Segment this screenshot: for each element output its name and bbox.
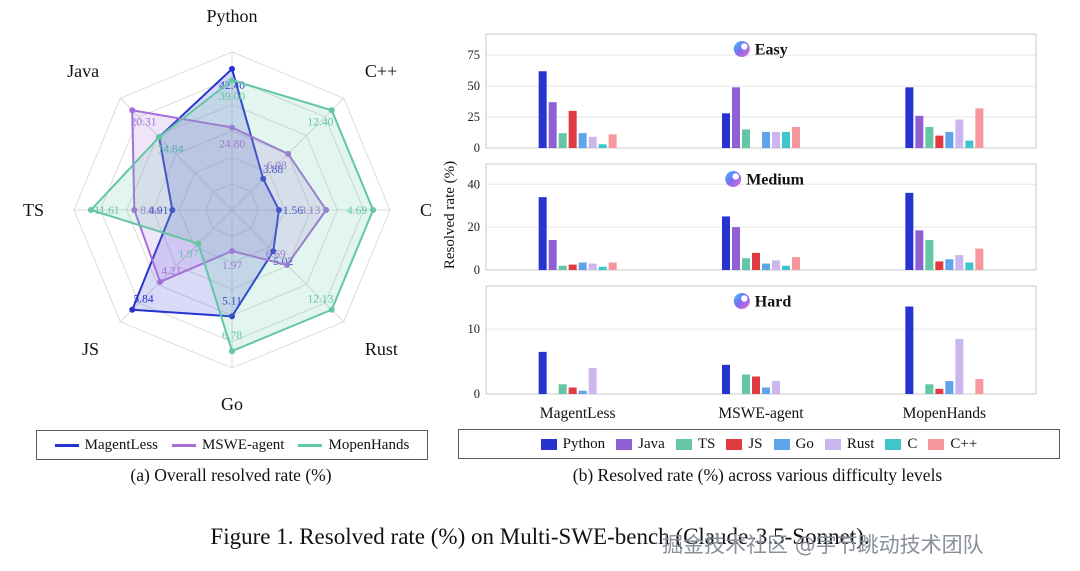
svg-text:MagentLess: MagentLess <box>540 405 616 422</box>
svg-text:0: 0 <box>474 263 480 276</box>
figure-caption: Figure 1. Resolved rate (%) on Multi-SWE… <box>210 524 870 549</box>
svg-text:10: 10 <box>468 322 481 336</box>
legend-color-swatch <box>773 438 790 450</box>
legend-item-c: C <box>885 436 917 453</box>
legend-item-js: JS <box>726 435 763 453</box>
legend-item-magentless: MagentLess <box>54 436 158 454</box>
svg-text:C: C <box>420 200 432 220</box>
svg-text:14.84: 14.84 <box>157 143 183 155</box>
svg-text:4.91: 4.91 <box>148 205 168 217</box>
legend-line-swatch <box>298 443 323 447</box>
radar-legend: MagentLess MSWE-agent MopenHands <box>36 430 428 460</box>
bar-panel-easy: 0 25 50 75 Easy <box>468 33 1037 154</box>
legend-color-swatch <box>885 438 902 450</box>
legend-label: Java <box>638 435 665 452</box>
svg-text:11.61: 11.61 <box>94 205 120 217</box>
svg-text:Go: Go <box>221 394 243 414</box>
svg-text:JS: JS <box>82 339 99 359</box>
legend-item-ts: TS <box>675 435 716 453</box>
svg-text:39.00: 39.00 <box>219 91 245 103</box>
svg-text:MopenHands: MopenHands <box>903 405 987 422</box>
svg-text:75: 75 <box>468 48 481 62</box>
legend-color-swatch <box>675 438 692 450</box>
svg-text:40: 40 <box>468 177 481 191</box>
legend-label: TS <box>697 435 716 452</box>
legend-item-go: Go <box>773 435 814 453</box>
svg-text:Medium: Medium <box>746 172 804 189</box>
svg-text:12.13: 12.13 <box>308 293 334 305</box>
svg-text:TS: TS <box>23 200 44 220</box>
svg-text:24.80: 24.80 <box>219 138 245 150</box>
svg-text:12.40: 12.40 <box>308 117 334 129</box>
svg-text:50: 50 <box>468 79 481 93</box>
svg-text:3.13: 3.13 <box>300 205 320 217</box>
legend-item-java: Java <box>616 436 665 453</box>
legend-color-swatch <box>616 438 633 450</box>
legend-label: MopenHands <box>328 436 410 453</box>
svg-text:25: 25 <box>468 110 481 124</box>
legend-label: MSWE-agent <box>202 436 285 453</box>
legend-color-swatch <box>824 438 841 450</box>
legend-color-swatch <box>726 438 743 450</box>
svg-text:6.78: 6.78 <box>222 330 242 342</box>
svg-text:Hard: Hard <box>755 294 792 311</box>
svg-text:Java: Java <box>67 61 99 81</box>
svg-text:5.84: 5.84 <box>133 293 153 305</box>
bar-y-axis-label: Resolved rate (%) <box>442 160 458 270</box>
svg-text:4.69: 4.69 <box>347 205 367 217</box>
svg-text:Rust: Rust <box>365 339 398 359</box>
legend-label: MagentLess <box>84 436 158 453</box>
caption-b: (b) Resolved rate (%) across various dif… <box>572 465 943 485</box>
watermark: 掘金技术社区 @字节跳动技术团队 <box>662 533 984 557</box>
caption-a: (a) Overall resolved rate (%) <box>130 465 332 485</box>
legend-item-mswe-agent: MSWE-agent <box>172 437 284 454</box>
legend-item-python: Python <box>540 435 606 453</box>
legend-label: JS <box>748 435 763 452</box>
svg-text:C++: C++ <box>365 61 397 81</box>
bar-panel-hard: 0 10 MagentLess MSWE-agent MopenHands Hard <box>468 285 1037 422</box>
legend-label: Rust <box>846 435 875 452</box>
svg-text:8.04: 8.04 <box>140 205 160 217</box>
svg-text:4.21: 4.21 <box>161 266 181 278</box>
legend-label: Python <box>562 435 606 452</box>
svg-text:3.88: 3.88 <box>263 164 283 176</box>
bar-panel-medium: 0 20 40 Medium <box>468 163 1037 276</box>
legend-color-swatch <box>928 438 945 450</box>
svg-text:Python: Python <box>206 6 257 26</box>
svg-text:MSWE-agent: MSWE-agent <box>718 405 804 422</box>
svg-text:1.97: 1.97 <box>178 249 198 261</box>
legend-item-rust: Rust <box>824 435 875 453</box>
legend-item-cpp: C++ <box>928 436 977 453</box>
bar-legend: Python Java TS JS Go Rust C C++ <box>458 429 1060 459</box>
radar-chart: PythonC++CRustGoJSTSJava42.403.881.565.0… <box>23 6 432 414</box>
svg-text:6.98: 6.98 <box>267 160 287 172</box>
svg-text:20: 20 <box>468 220 481 234</box>
svg-text:6.69: 6.69 <box>266 249 286 261</box>
legend-label: Go <box>795 435 814 452</box>
legend-color-swatch <box>540 438 557 450</box>
legend-label: C++ <box>950 435 978 452</box>
svg-text:1.56: 1.56 <box>283 205 303 217</box>
legend-item-mopenhands: MopenHands <box>298 437 409 454</box>
svg-text:0: 0 <box>474 387 480 401</box>
svg-text:14.84: 14.84 <box>157 143 183 155</box>
legend-label: C <box>907 435 918 452</box>
legend-line-swatch <box>172 443 196 447</box>
bar-charts: 0 25 50 75 Easy 0 20 40 Medium 0 10 MagentLess MSW… <box>452 30 1052 438</box>
svg-text:Easy: Easy <box>755 42 788 59</box>
legend-line-swatch <box>54 443 79 447</box>
svg-text:5.11: 5.11 <box>222 295 242 307</box>
svg-text:1.97: 1.97 <box>222 260 242 272</box>
svg-text:0: 0 <box>474 141 480 154</box>
svg-text:20.31: 20.31 <box>131 117 157 129</box>
